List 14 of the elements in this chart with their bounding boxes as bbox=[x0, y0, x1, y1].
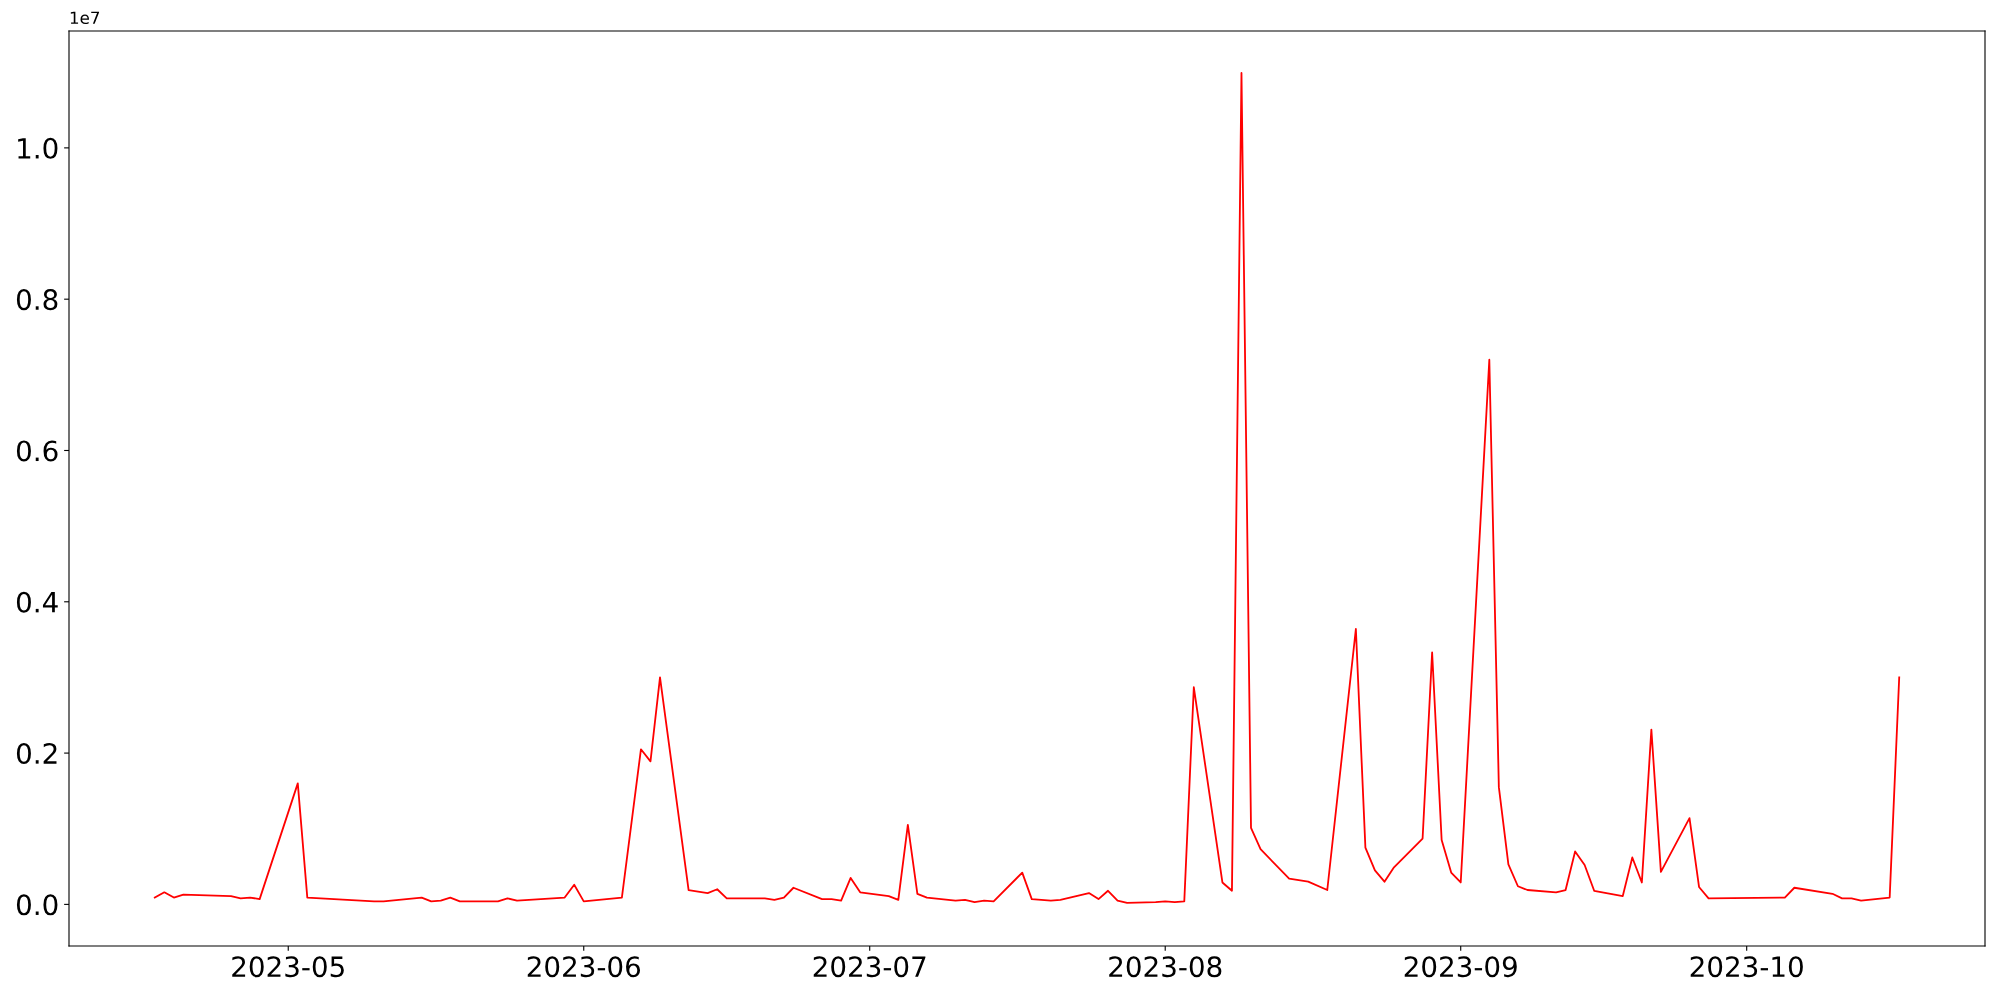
x-tick-label: 2023-09 bbox=[1404, 956, 1517, 978]
y-tick-label: 0.2 bbox=[16, 743, 57, 765]
text: 1e7 bbox=[70, 11, 100, 25]
y-tick-label: 1.0 bbox=[18, 137, 58, 159]
x-tick-label: 2023-10 bbox=[1690, 956, 1803, 978]
y-tick-label: 0.4 bbox=[16, 591, 58, 613]
y-tick-label: 0.6 bbox=[16, 440, 58, 462]
x-tick-label: 2023-08 bbox=[1109, 956, 1222, 978]
x-tick-label: 2023-07 bbox=[813, 956, 926, 978]
x-tick-label: 2023-05 bbox=[232, 956, 344, 978]
y-tick-label: 0.0 bbox=[16, 894, 58, 916]
x-tick-label: 2023-06 bbox=[527, 956, 641, 978]
y-tick-label: 0.8 bbox=[16, 289, 58, 311]
line-series bbox=[153, 72, 1901, 904]
